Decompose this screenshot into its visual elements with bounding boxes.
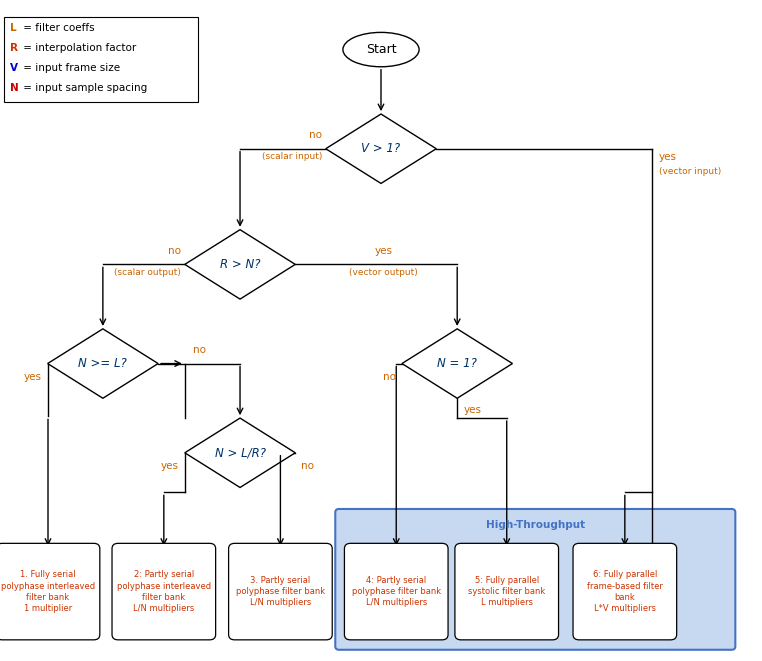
Text: = filter coeffs: = filter coeffs (20, 23, 94, 34)
Text: 3. Partly serial
polyphase filter bank
L/N multipliers: 3. Partly serial polyphase filter bank L… (236, 576, 325, 607)
Text: L: L (10, 23, 17, 34)
Polygon shape (326, 114, 436, 183)
Text: yes: yes (375, 246, 393, 256)
Text: R > N?: R > N? (219, 258, 261, 271)
Text: N = 1?: N = 1? (437, 357, 477, 370)
FancyBboxPatch shape (229, 543, 332, 640)
Text: = input sample spacing: = input sample spacing (20, 83, 147, 93)
Text: (scalar input): (scalar input) (261, 152, 322, 161)
Polygon shape (402, 329, 512, 398)
Text: 6: Fully parallel
frame-based filter
bank
L*V multipliers: 6: Fully parallel frame-based filter ban… (587, 570, 663, 613)
Polygon shape (48, 329, 158, 398)
Text: Start: Start (366, 43, 396, 56)
FancyBboxPatch shape (4, 17, 198, 102)
Text: (vector output): (vector output) (350, 268, 418, 277)
Text: yes: yes (659, 152, 677, 162)
Text: 1. Fully serial
polyphase interleaved
filter bank
1 multiplier: 1. Fully serial polyphase interleaved fi… (1, 570, 95, 613)
Text: = interpolation factor: = interpolation factor (20, 43, 136, 54)
FancyBboxPatch shape (0, 543, 100, 640)
Ellipse shape (343, 32, 419, 67)
Text: R: R (10, 43, 18, 54)
Text: V: V (10, 63, 18, 73)
Text: N: N (10, 83, 18, 93)
Text: no: no (383, 371, 396, 382)
Text: yes: yes (161, 461, 178, 471)
Text: V > 1?: V > 1? (361, 142, 401, 155)
Text: = input frame size: = input frame size (20, 63, 120, 73)
Polygon shape (184, 230, 296, 299)
Text: N > L/R?: N > L/R? (215, 446, 265, 459)
Text: 4: Partly serial
polyphase filter bank
L/N multipliers: 4: Partly serial polyphase filter bank L… (352, 576, 440, 607)
Text: no: no (309, 130, 322, 140)
Text: yes: yes (24, 371, 42, 382)
Text: (scalar output): (scalar output) (114, 268, 181, 277)
Text: High-Throughput: High-Throughput (485, 520, 585, 530)
FancyBboxPatch shape (455, 543, 559, 640)
Text: 2: Partly serial
polyphase interleaved
filter bank
L/N multipliers: 2: Partly serial polyphase interleaved f… (117, 570, 211, 613)
Text: no: no (193, 345, 206, 355)
Text: no: no (168, 246, 181, 256)
Text: 5: Fully parallel
systolic filter bank
L multipliers: 5: Fully parallel systolic filter bank L… (468, 576, 546, 607)
Text: no: no (302, 461, 315, 471)
FancyBboxPatch shape (573, 543, 677, 640)
FancyBboxPatch shape (112, 543, 216, 640)
FancyBboxPatch shape (344, 543, 448, 640)
Text: (vector input): (vector input) (659, 167, 722, 176)
Polygon shape (184, 418, 296, 488)
FancyBboxPatch shape (335, 509, 735, 650)
Text: N >= L?: N >= L? (78, 357, 127, 370)
Text: yes: yes (463, 405, 482, 415)
